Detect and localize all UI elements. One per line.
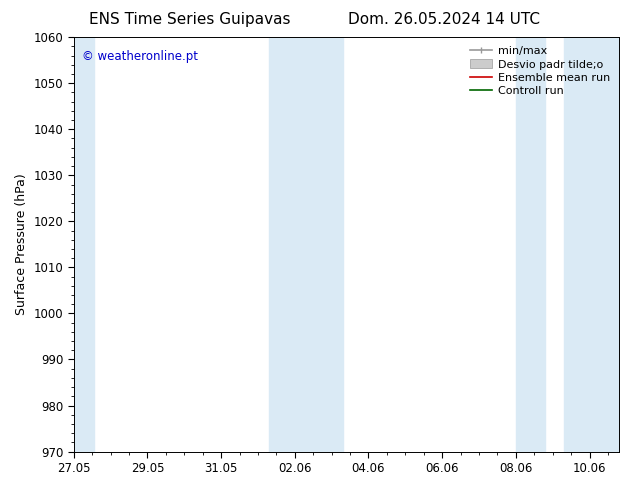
Bar [516,37,545,452]
Bar [74,37,94,452]
Bar [269,37,342,452]
Text: Dom. 26.05.2024 14 UTC: Dom. 26.05.2024 14 UTC [348,12,540,27]
Y-axis label: Surface Pressure (hPa): Surface Pressure (hPa) [15,173,28,315]
Text: ENS Time Series Guipavas: ENS Time Series Guipavas [89,12,291,27]
Bar [564,37,619,452]
Legend: min/max, Desvio padr tilde;o, Ensemble mean run, Controll run: min/max, Desvio padr tilde;o, Ensemble m… [467,43,614,100]
Text: © weatheronline.pt: © weatheronline.pt [82,49,198,63]
